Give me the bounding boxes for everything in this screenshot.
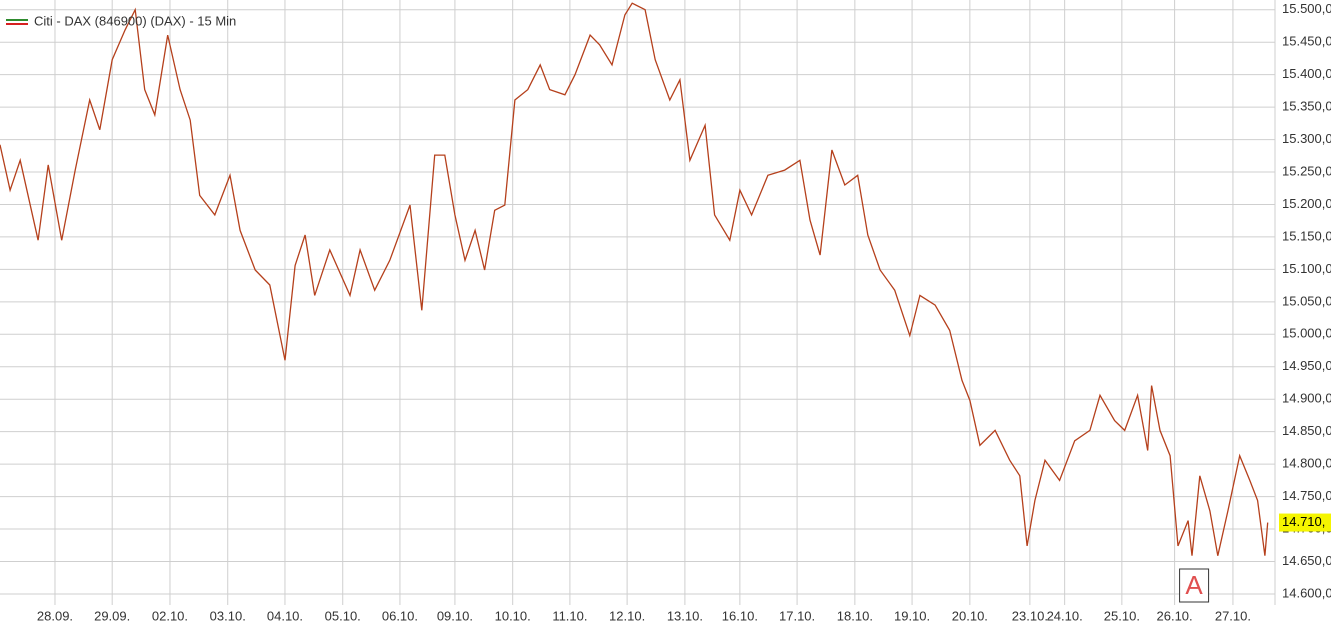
y-tick-label: 15.250,00	[1282, 163, 1331, 178]
y-tick-label: 15.450,00	[1282, 34, 1331, 49]
annotation-label: A	[1185, 570, 1203, 600]
x-tick-label: 20.10.	[952, 608, 988, 623]
grid	[0, 0, 1275, 605]
x-tick-label: 12.10.	[609, 608, 645, 623]
price-line	[0, 2, 1269, 556]
y-tick-label: 15.050,00	[1282, 293, 1331, 308]
y-tick-label: 15.500,00	[1282, 1, 1331, 16]
y-tick-label: 15.350,00	[1282, 99, 1331, 114]
x-tick-label: 24.10.	[1047, 608, 1083, 623]
x-tick-label: 29.09.	[94, 608, 130, 623]
x-tick-label: 28.09.	[37, 608, 73, 623]
y-tick-label: 14.900,00	[1282, 391, 1331, 406]
y-tick-label: 15.100,00	[1282, 261, 1331, 276]
x-tick-label: 17.10.	[779, 608, 815, 623]
x-tick-label: 16.10.	[722, 608, 758, 623]
x-tick-label: 25.10.	[1104, 608, 1140, 623]
legend-label: Citi - DAX (846900) (DAX) - 15 Min	[34, 13, 236, 28]
x-tick-label: 02.10.	[152, 608, 188, 623]
x-tick-label: 26.10.	[1157, 608, 1193, 623]
y-tick-label: 14.950,00	[1282, 358, 1331, 373]
y-tick-label: 14.650,00	[1282, 553, 1331, 568]
x-tick-label: 04.10.	[267, 608, 303, 623]
x-tick-label: 18.10.	[837, 608, 873, 623]
y-tick-label: 14.600,00	[1282, 585, 1331, 600]
last-value-label: 14.710,	[1282, 514, 1325, 529]
annotation-box	[1179, 568, 1210, 603]
x-tick-label: 23.10.	[1012, 608, 1048, 623]
y-tick-label: 15.150,00	[1282, 228, 1331, 243]
x-tick-label: 09.10.	[437, 608, 473, 623]
x-tick-label: 05.10.	[325, 608, 361, 623]
y-tick-label: 14.850,00	[1282, 423, 1331, 438]
x-tick-label: 03.10.	[210, 608, 246, 623]
y-tick-label: 15.400,00	[1282, 66, 1331, 81]
x-tick-label: 27.10.	[1215, 608, 1251, 623]
x-tick-label: 11.10.	[552, 608, 587, 623]
y-tick-label: 15.300,00	[1282, 131, 1331, 146]
y-tick-label: 14.800,00	[1282, 456, 1331, 471]
last-value-box	[1279, 513, 1331, 532]
y-tick-label: 14.750,00	[1282, 488, 1331, 503]
x-tick-label: 10.10.	[495, 608, 531, 623]
x-tick-label: 13.10.	[667, 608, 703, 623]
x-tick-label: 19.10.	[894, 608, 930, 623]
x-tick-label: 06.10.	[382, 608, 418, 623]
y-tick-label: 15.000,00	[1282, 326, 1331, 341]
y-tick-label: 15.200,00	[1282, 196, 1331, 211]
